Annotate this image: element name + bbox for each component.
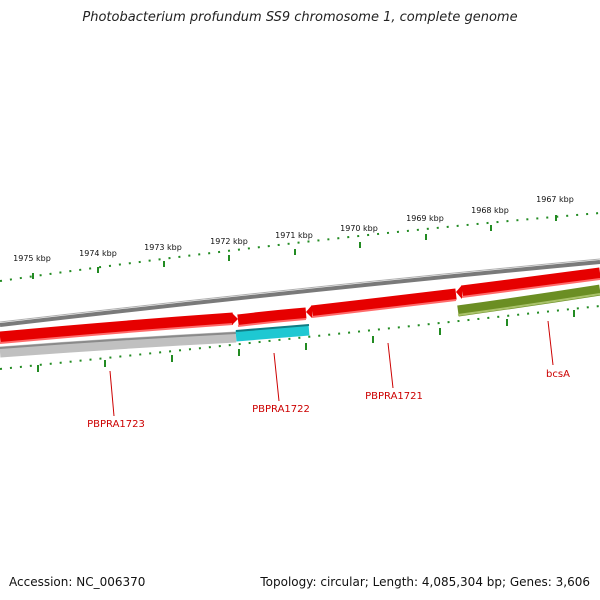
gene-PBPRA1722-shade <box>235 324 310 332</box>
genome-summary: Topology: circular; Length: 4,085,304 bp… <box>260 575 590 589</box>
gene-bcsA-shade <box>457 293 600 316</box>
map-title: Photobacterium profundum SS9 chromosome … <box>82 10 518 25</box>
backbone-outer <box>0 260 600 327</box>
forward-feature-4-shade <box>461 278 600 298</box>
forward-feature-2 <box>237 307 307 326</box>
tick-label: 1967 kbp <box>536 195 574 204</box>
gene-bcsA-leader <box>547 320 554 366</box>
gene-label-PBPRA1723[interactable]: PBPRA1723 <box>87 419 145 430</box>
forward-feature-3-arrow <box>306 305 312 318</box>
forward-feature-2-shade <box>237 318 307 327</box>
tick-label: 1968 kbp <box>471 206 509 215</box>
forward-feature-4 <box>461 267 600 297</box>
backbone-outer-highlight <box>0 258 600 323</box>
forward-feature-1 <box>0 312 234 343</box>
gene-PBPRA1723-shade <box>0 332 237 349</box>
tick-label: 1972 kbp <box>210 237 248 246</box>
gene-PBPRA1722-leader <box>273 352 280 402</box>
tick-label: 1974 kbp <box>79 249 117 258</box>
gene-PBPRA1723-bar[interactable] <box>0 331 237 358</box>
accession-text: Accession: NC_006370 <box>9 575 146 589</box>
forward-feature-3 <box>311 288 457 317</box>
forward-feature-1-arrow <box>232 313 238 325</box>
gene-PBPRA1723-leader <box>109 370 115 417</box>
gene-label-PBPRA1721[interactable]: PBPRA1721 <box>365 391 423 402</box>
gene-label-PBPRA1722[interactable]: PBPRA1722 <box>252 404 310 415</box>
gene-bcsA-bar[interactable] <box>457 284 600 317</box>
forward-feature-4-arrow <box>456 285 462 299</box>
forward-feature-3-shade <box>311 299 457 318</box>
tick-label: 1969 kbp <box>406 214 444 223</box>
tick-label: 1973 kbp <box>144 243 182 252</box>
forward-feature-1-shade <box>0 323 234 344</box>
tick-label: 1970 kbp <box>340 224 378 233</box>
inner-scale-ticks <box>37 310 575 372</box>
gene-label-bcsA[interactable]: bcsA <box>546 369 570 380</box>
inner-scale-dots <box>0 305 600 370</box>
tick-label: 1971 kbp <box>275 231 313 240</box>
outer-scale-ticks <box>32 215 557 279</box>
gene-PBPRA1722-bar[interactable] <box>235 324 310 342</box>
tick-label: 1975 kbp <box>13 254 51 263</box>
gene-PBPRA1721-leader <box>387 342 394 389</box>
